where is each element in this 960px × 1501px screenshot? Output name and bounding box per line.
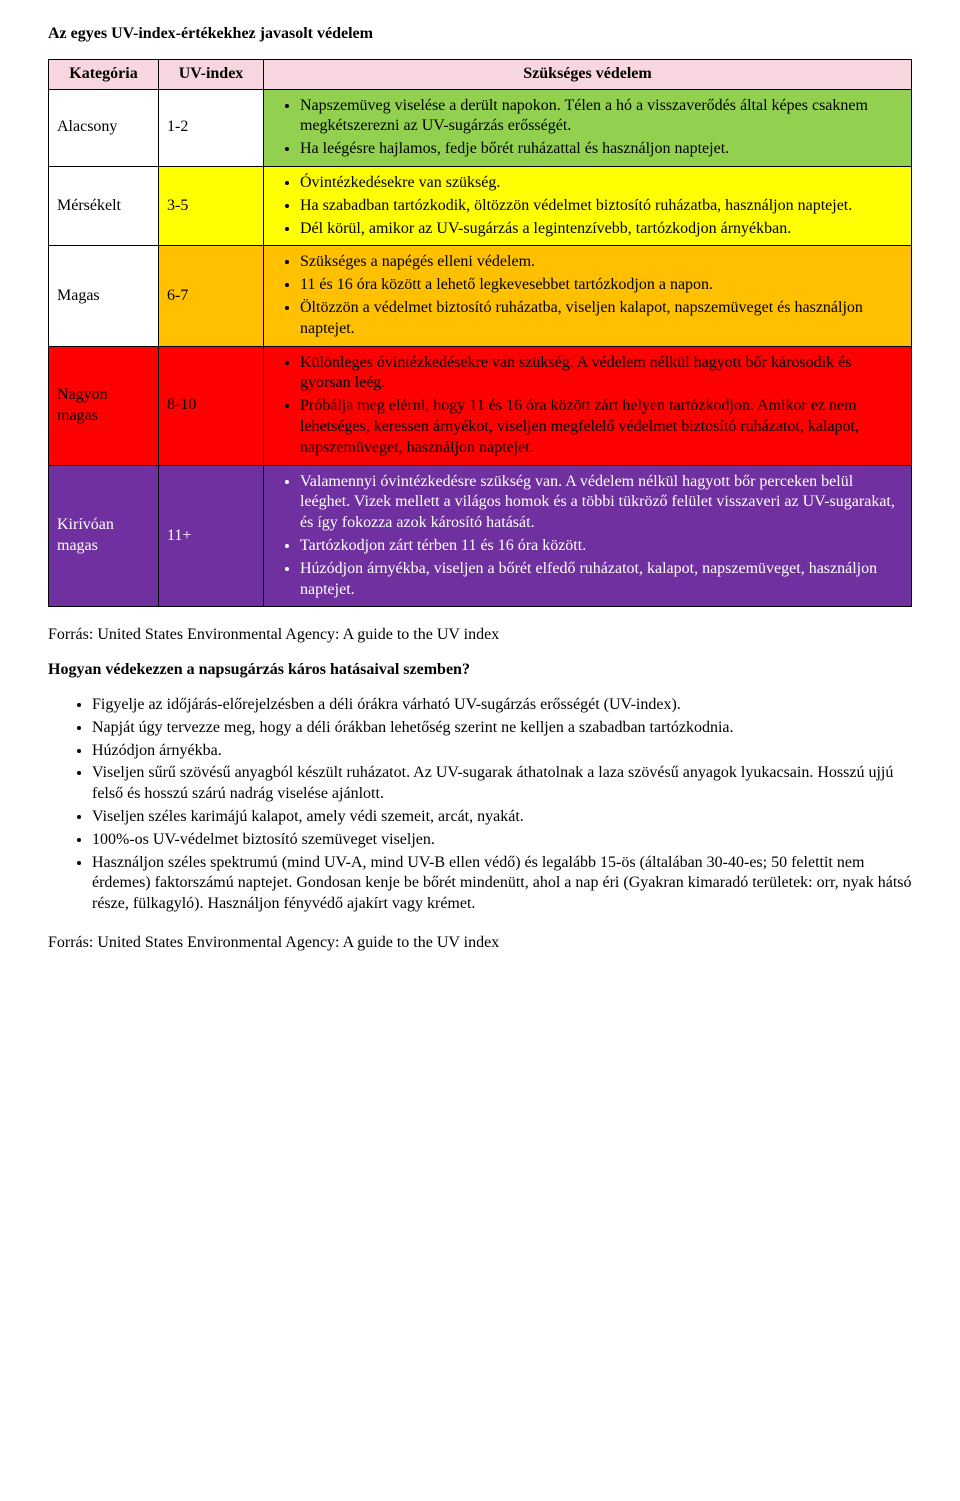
protection-cell: Szükséges a napégés elleni védelem.11 és… (264, 246, 912, 346)
protection-bullet: Dél körül, amikor az UV-sugárzás a legin… (300, 219, 903, 240)
uv-index-cell: 1-2 (159, 89, 264, 166)
category-cell: Alacsony (49, 89, 159, 166)
advice-item: Húzódjon árnyékba. (92, 741, 912, 762)
protection-bullet: Húzódjon árnyékba, viseljen a bőrét elfe… (300, 559, 903, 601)
protection-cell: Napszemüveg viselése a derült napokon. T… (264, 89, 912, 166)
protection-bullet-list: Óvintézkedésekre van szükség.Ha szabadba… (272, 173, 903, 239)
table-row: Kirívóan magas11+ Valamennyi óvintézkedés… (49, 465, 912, 607)
col-header-uv-index: UV-index (159, 59, 264, 89)
protection-bullet: Ha szabadban tartózkodik, öltözzön védel… (300, 196, 903, 217)
table-row: Mérsékelt3-5Óvintézkedésekre van szükség… (49, 166, 912, 245)
protection-bullet: Óvintézkedésekre van szükség. (300, 173, 903, 194)
category-cell: Mérsékelt (49, 166, 159, 245)
protection-bullet: Tartózkodjon zárt térben 11 és 16 óra kö… (300, 536, 903, 557)
table-header-row: Kategória UV-index Szükséges védelem (49, 59, 912, 89)
advice-item: Napját úgy tervezze meg, hogy a déli órá… (92, 718, 912, 739)
advice-list: Figyelje az időjárás-előrejelzésben a dé… (48, 695, 912, 915)
advice-item: Viseljen széles karimájú kalapot, amely … (92, 807, 912, 828)
protection-cell: Valamennyi óvintézkedésre szükség van. A… (264, 465, 912, 607)
protection-bullet: Ha leégésre hajlamos, fedje bőrét ruháza… (300, 139, 903, 160)
table-row: Nagyon magas8-10 Különleges óvintézkedése… (49, 346, 912, 465)
col-header-category: Kategória (49, 59, 159, 89)
uv-index-cell: 11+ (159, 465, 264, 607)
protection-bullet: Valamennyi óvintézkedésre szükség van. A… (300, 472, 903, 534)
table-row: Alacsony1-2 Napszemüveg viselése a derült… (49, 89, 912, 166)
advice-item: Figyelje az időjárás-előrejelzésben a dé… (92, 695, 912, 716)
how-to-protect-heading: Hogyan védekezzen a napsugárzás káros ha… (48, 660, 912, 681)
source-line-2: Forrás: United States Environmental Agen… (48, 933, 912, 954)
protection-bullet: Próbálja meg elérni, hogy 11 és 16 óra k… (300, 396, 903, 458)
protection-bullet: Szükséges a napégés elleni védelem. (300, 252, 903, 273)
protection-bullet-list: Szükséges a napégés elleni védelem.11 és… (272, 252, 903, 339)
protection-bullet: Különleges óvintézkedésekre van szükség.… (300, 353, 903, 395)
advice-item: 100%-os UV-védelmet biztosító szemüveget… (92, 830, 912, 851)
source-line-1: Forrás: United States Environmental Agen… (48, 625, 912, 646)
uv-index-cell: 6-7 (159, 246, 264, 346)
uv-index-cell: 8-10 (159, 346, 264, 465)
protection-bullet-list: Napszemüveg viselése a derült napokon. T… (272, 96, 903, 160)
advice-item: Viseljen sűrű szövésű anyagból készült r… (92, 763, 912, 805)
category-cell: Magas (49, 246, 159, 346)
protection-bullet: Öltözzön a védelmet biztosító ruházatba,… (300, 298, 903, 340)
protection-bullet: 11 és 16 óra között a lehető legkevesebb… (300, 275, 903, 296)
table-row: Magas6-7Szükséges a napégés elleni védel… (49, 246, 912, 346)
advice-item: Használjon széles spektrumú (mind UV-A, … (92, 853, 912, 915)
protection-bullet: Napszemüveg viselése a derült napokon. T… (300, 96, 903, 138)
uv-index-cell: 3-5 (159, 166, 264, 245)
protection-cell: Óvintézkedésekre van szükség.Ha szabadba… (264, 166, 912, 245)
category-cell: Nagyon magas (49, 346, 159, 465)
uv-index-table: Kategória UV-index Szükséges védelem Ala… (48, 59, 912, 608)
category-cell: Kirívóan magas (49, 465, 159, 607)
protection-bullet-list: Különleges óvintézkedésekre van szükség.… (272, 353, 903, 459)
col-header-protection: Szükséges védelem (264, 59, 912, 89)
protection-bullet-list: Valamennyi óvintézkedésre szükség van. A… (272, 472, 903, 601)
page-title: Az egyes UV-index-értékekhez javasolt vé… (48, 24, 912, 45)
protection-cell: Különleges óvintézkedésekre van szükség.… (264, 346, 912, 465)
